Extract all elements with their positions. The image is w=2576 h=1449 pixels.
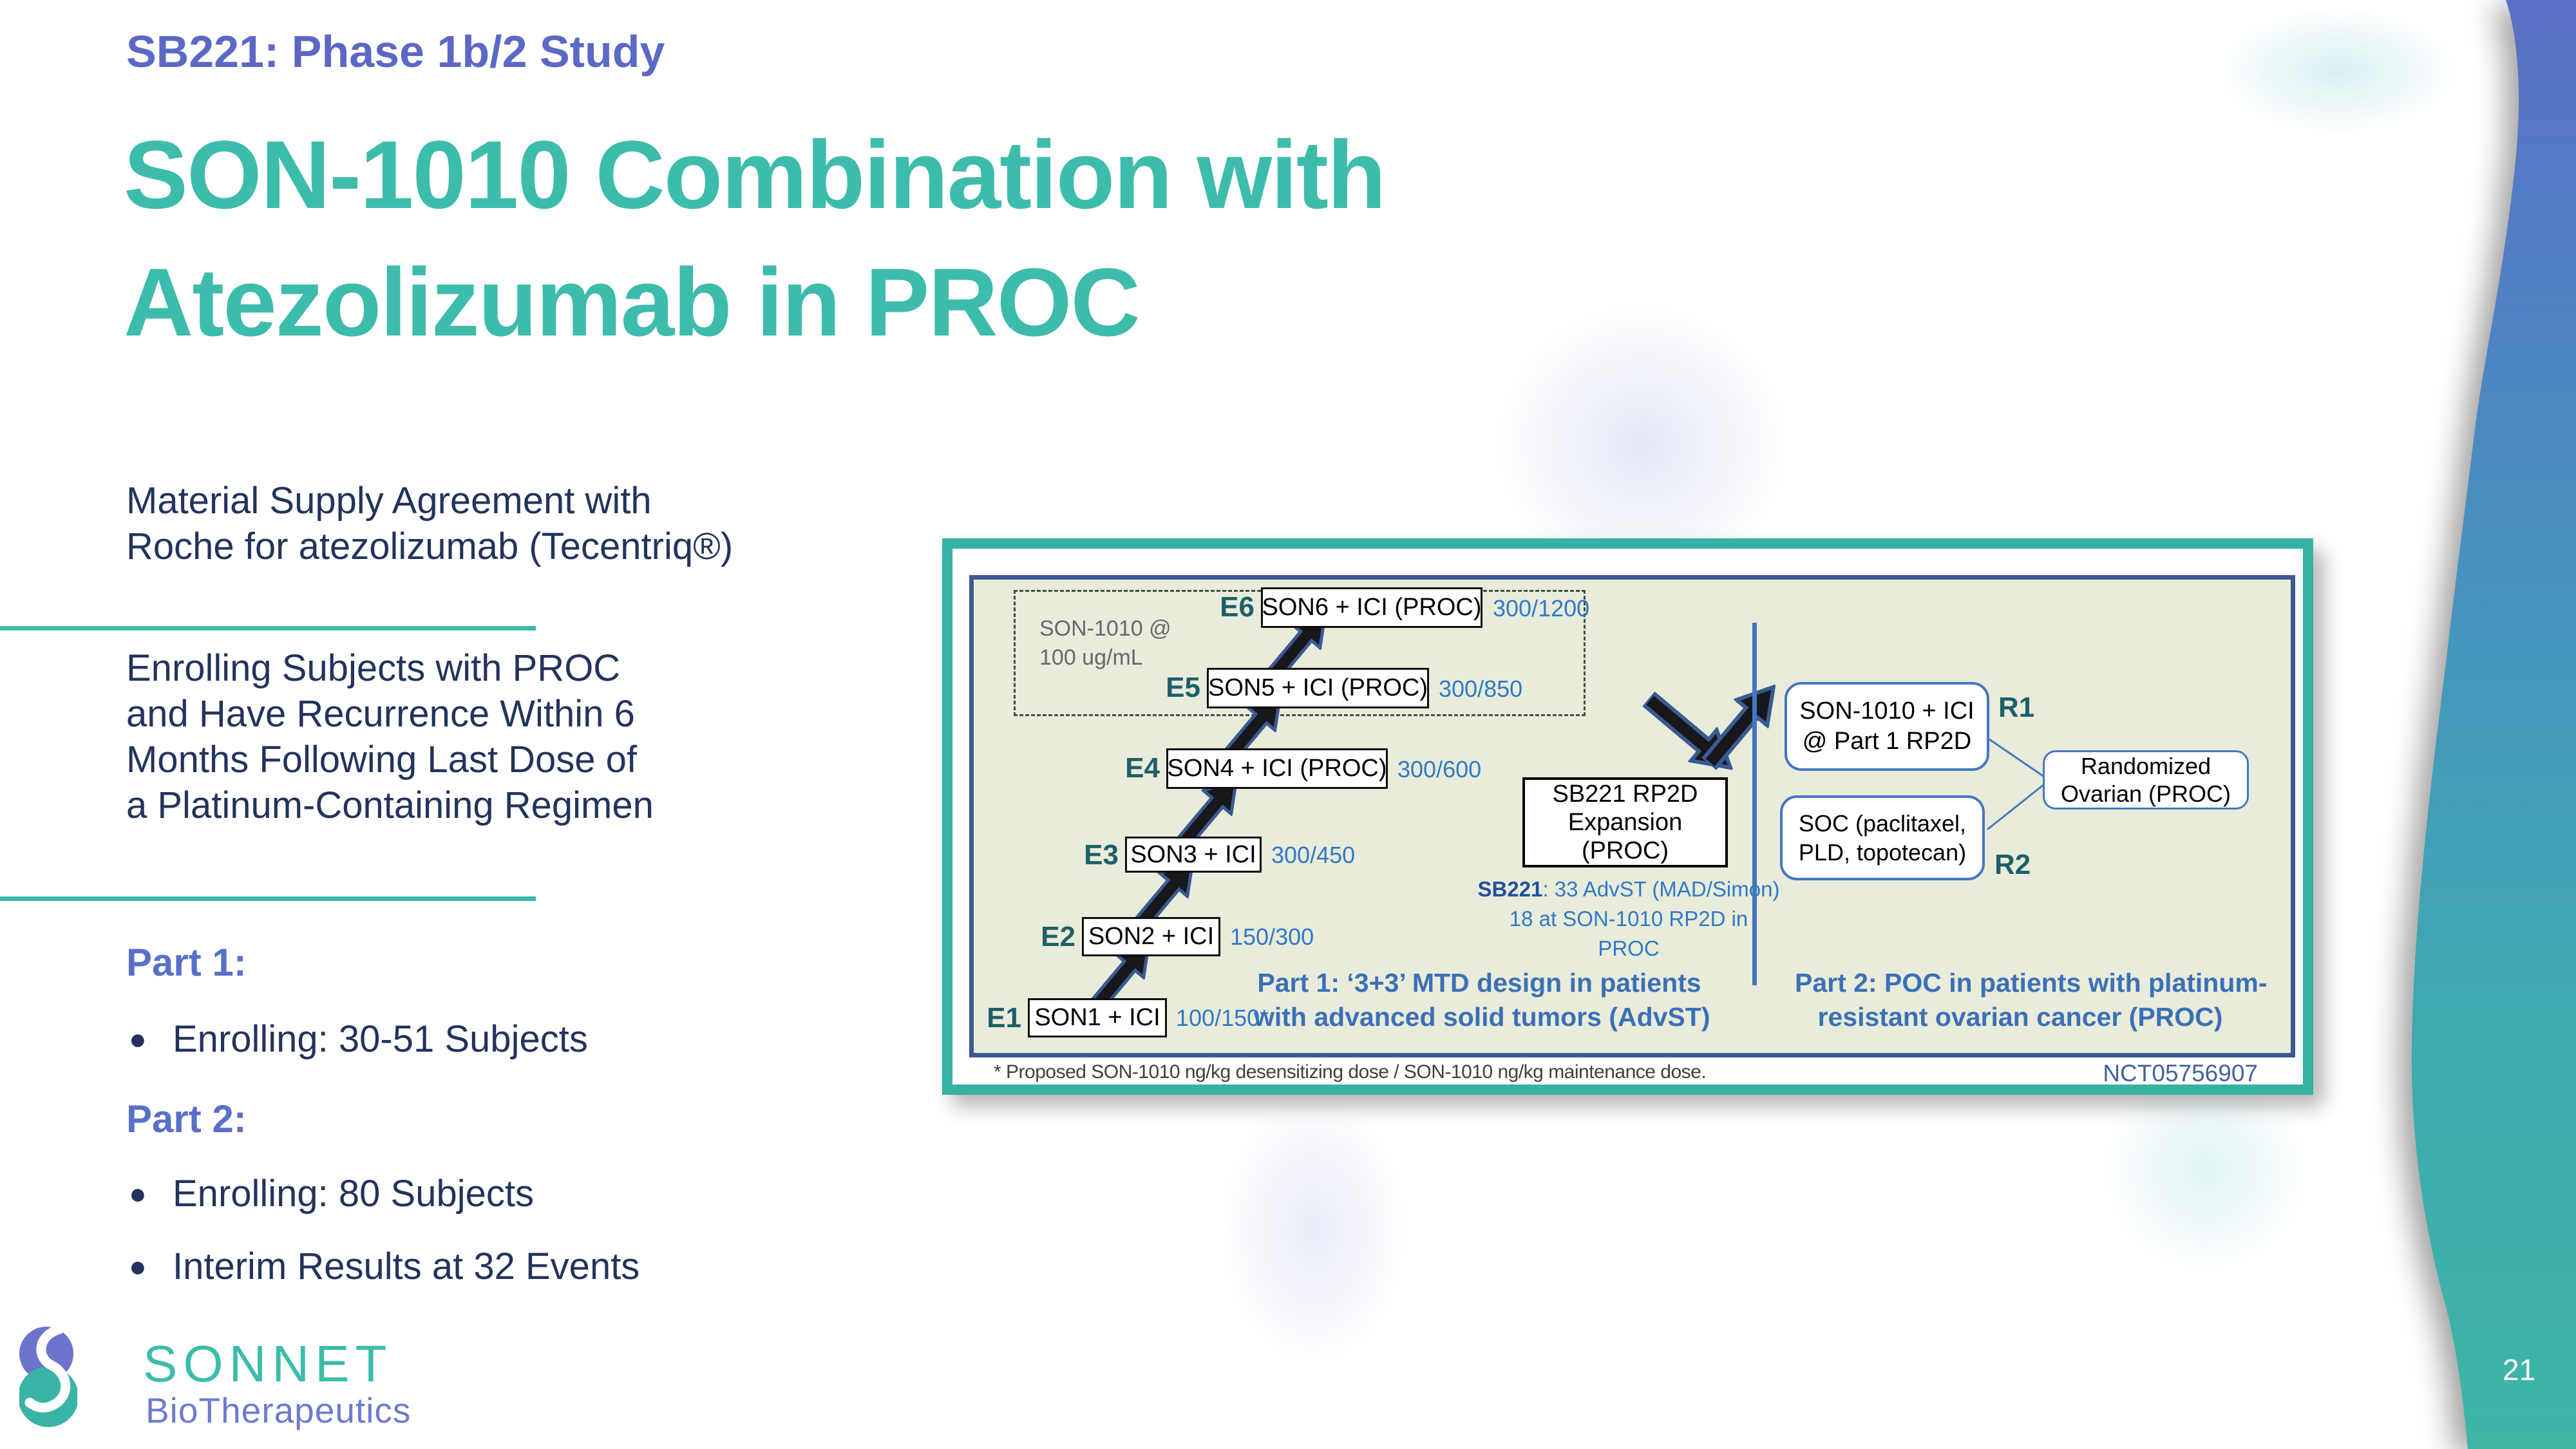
stage-box-e5: SON5 + ICI (PROC) bbox=[1207, 668, 1429, 708]
expansion-note-line1: SB221: 33 AdvST (MAD/Simon) bbox=[1477, 875, 1780, 904]
bullet-text: Enrolling: 30-51 Subjects bbox=[173, 1018, 588, 1060]
randomized-ovarian-box: Randomized Ovarian (PROC) bbox=[2043, 750, 2249, 810]
paragraph-line: Roche for atezolizumab (Tecentriq®) bbox=[126, 526, 734, 567]
bullet-icon: ● bbox=[129, 1249, 147, 1283]
paragraph-line: a Platinum-Containing Regimen bbox=[126, 784, 654, 826]
stage-label-e4: E4 bbox=[1125, 752, 1160, 784]
paragraph-line: Enrolling Subjects with PROC bbox=[126, 647, 621, 689]
r2-label: R2 bbox=[1994, 849, 2031, 880]
arm-line: Ovarian (PROC) bbox=[2060, 781, 2231, 807]
bullet-text: Enrolling: 80 Subjects bbox=[173, 1173, 534, 1215]
page-number: 21 bbox=[2503, 1353, 2536, 1387]
bullet-icon: ● bbox=[129, 1022, 147, 1056]
teal-divider bbox=[0, 626, 536, 630]
paragraph-line: Months Following Last Dose of bbox=[126, 739, 638, 781]
bullet-icon: ● bbox=[129, 1177, 147, 1210]
nct-number: NCT05756907 bbox=[2103, 1060, 2258, 1086]
stage-label-e1: E1 bbox=[987, 1002, 1021, 1034]
slide-kicker: SB221: Phase 1b/2 Study bbox=[126, 26, 665, 77]
teal-divider bbox=[0, 896, 536, 901]
note-line: SON-1010 @ bbox=[1039, 616, 1171, 641]
expansion-note: SB221: 33 AdvST (MAD/Simon) 18 at SON-10… bbox=[1477, 875, 1780, 963]
part1-caption: Part 1: ‘3+3’ MTD design in patients wit… bbox=[1254, 966, 1710, 1034]
son1010-concentration-note: SON-1010 @ 100 ug/mL bbox=[1039, 614, 1171, 672]
stage-box-e6: SON6 + ICI (PROC) bbox=[1261, 587, 1482, 628]
stage-label-e5: E5 bbox=[1166, 672, 1200, 703]
stage-box-e2: SON2 + ICI bbox=[1082, 917, 1220, 956]
paragraph-enrollment-criteria: Enrolling Subjects with PROC and Have Re… bbox=[126, 645, 654, 828]
part1-heading: Part 1: bbox=[126, 941, 247, 984]
study-diagram-frame: SON-1010 @ 100 ug/mL E6 SON6 + ICI (PROC… bbox=[942, 538, 2313, 1095]
stage-label-e2: E2 bbox=[1041, 921, 1075, 952]
stage-label-e3: E3 bbox=[1084, 839, 1119, 871]
study-diagram-panel: SON-1010 @ 100 ug/mL E6 SON6 + ICI (PROC… bbox=[969, 575, 2295, 1057]
arm-line: PLD, topotecan) bbox=[1798, 839, 1967, 866]
band-curve bbox=[2411, 0, 2576, 1449]
sonnet-logo-icon bbox=[18, 1324, 79, 1432]
stage-dose-e3: 300/450 bbox=[1271, 842, 1356, 868]
r1-label: R1 bbox=[1998, 692, 2035, 723]
stage-box-e4: SON4 + ICI (PROC) bbox=[1166, 748, 1388, 789]
dose-footnote: * Proposed SON-1010 ng/kg desensitizing … bbox=[994, 1061, 1707, 1083]
expansion-box: SB221 RP2D Expansion (PROC) bbox=[1522, 777, 1728, 867]
stage-label-e6: E6 bbox=[1220, 591, 1255, 623]
part-divider-line bbox=[1752, 623, 1757, 985]
expansion-note-line2: 18 at SON-1010 RP2D in PROC bbox=[1509, 907, 1748, 960]
paragraph-line: and Have Recurrence Within 6 bbox=[126, 693, 635, 735]
side-accent-band bbox=[2306, 0, 2576, 1449]
stage-dose-e1: 100/150* bbox=[1176, 1005, 1269, 1031]
slide-title: SON-1010 Combination with Atezolizumab i… bbox=[124, 111, 1387, 366]
soc-arm-box: SOC (paclitaxel, PLD, topotecan) bbox=[1780, 795, 1985, 880]
expansion-line: Expansion bbox=[1567, 809, 1683, 836]
caption-line: with advanced solid tumors (AdvST) bbox=[1254, 1002, 1710, 1032]
logo-wordmark: SONNET bbox=[143, 1335, 393, 1392]
stage-dose-e5: 300/850 bbox=[1439, 676, 1523, 702]
caption-line: Part 2: POC in patients with platinum- bbox=[1795, 968, 2268, 998]
slide-title-line1: SON-1010 Combination with bbox=[124, 120, 1387, 229]
arm-line: SON-1010 + ICI bbox=[1799, 697, 1975, 724]
note-line: 100 ug/mL bbox=[1039, 645, 1143, 670]
logo-subtitle: BioTherapeutics bbox=[146, 1390, 412, 1430]
background-blob bbox=[1211, 1082, 1417, 1378]
part2-heading: Part 2: bbox=[126, 1097, 247, 1141]
stage-dose-e6: 300/1200 bbox=[1493, 595, 1590, 621]
son1010-arm-box: SON-1010 + ICI @ Part 1 RP2D bbox=[1785, 682, 1989, 771]
list-item: ● Interim Results at 32 Events bbox=[129, 1245, 639, 1288]
list-item: ● Enrolling: 30-51 Subjects bbox=[129, 1018, 588, 1061]
stage-dose-e2: 150/300 bbox=[1230, 923, 1314, 950]
expansion-line: (PROC) bbox=[1581, 837, 1669, 864]
bullet-text: Interim Results at 32 Events bbox=[173, 1245, 640, 1287]
stage-dose-e4: 300/600 bbox=[1397, 756, 1482, 782]
caption-line: Part 1: ‘3+3’ MTD design in patients bbox=[1257, 968, 1701, 998]
caption-line: resistant ovarian cancer (PROC) bbox=[1817, 1002, 2223, 1032]
arm-line: SOC (paclitaxel, bbox=[1798, 810, 1967, 837]
stage-box-e3: SON3 + ICI bbox=[1125, 837, 1262, 873]
slide-title-line2: Atezolizumab in PROC bbox=[124, 248, 1141, 356]
expansion-note-bold: SB221 bbox=[1477, 877, 1543, 901]
list-item: ● Enrolling: 80 Subjects bbox=[129, 1172, 534, 1215]
stage-box-e1: SON1 + ICI bbox=[1028, 998, 1167, 1037]
arm-line: @ Part 1 RP2D bbox=[1802, 728, 1972, 755]
part2-caption: Part 2: POC in patients with platinum- r… bbox=[1795, 966, 2268, 1034]
expansion-note-rest: : 33 AdvST (MAD/Simon) bbox=[1542, 877, 1780, 901]
expansion-line: SB221 RP2D bbox=[1552, 781, 1698, 808]
paragraph-line: Material Supply Agreement with bbox=[126, 480, 652, 522]
arm-line: Randomized bbox=[2080, 753, 2211, 779]
paragraph-supply-agreement: Material Supply Agreement with Roche for… bbox=[126, 478, 733, 569]
